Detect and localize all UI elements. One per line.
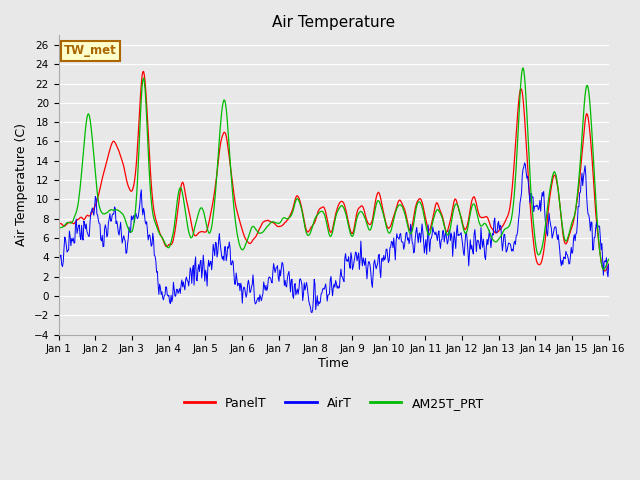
AM25T_PRT	[122, 217, 129, 223]
X-axis label: Time: Time	[318, 357, 349, 370]
AirT	[177, 282, 185, 288]
PanelT	[55, 221, 63, 227]
Y-axis label: Air Temperature (C): Air Temperature (C)	[15, 123, 28, 246]
AM25T_PRT	[206, 229, 214, 235]
Line: AirT: AirT	[59, 163, 609, 312]
AM25T_PRT	[600, 267, 607, 273]
AM25T_PRT	[401, 210, 408, 216]
Title: Air Temperature: Air Temperature	[272, 15, 396, 30]
AirT	[401, 237, 409, 242]
AirT	[65, 247, 72, 253]
PanelT	[417, 197, 425, 203]
PanelT	[140, 69, 147, 74]
AM25T_PRT	[417, 200, 424, 206]
AirT	[308, 310, 316, 315]
AM25T_PRT	[519, 65, 527, 71]
Line: PanelT: PanelT	[59, 72, 609, 271]
AM25T_PRT	[65, 220, 72, 226]
PanelT	[178, 180, 186, 186]
AM25T_PRT	[605, 256, 612, 262]
AirT	[122, 239, 129, 244]
PanelT	[401, 209, 409, 215]
PanelT	[65, 220, 72, 226]
PanelT	[601, 268, 609, 274]
AirT	[55, 257, 63, 263]
Text: TW_met: TW_met	[64, 44, 117, 57]
AirT	[417, 230, 425, 236]
AirT	[206, 260, 214, 266]
PanelT	[122, 170, 129, 176]
Line: AM25T_PRT: AM25T_PRT	[59, 68, 609, 270]
AM25T_PRT	[177, 185, 185, 191]
AM25T_PRT	[55, 226, 63, 231]
AirT	[521, 160, 529, 166]
AirT	[605, 262, 612, 267]
Legend: PanelT, AirT, AM25T_PRT: PanelT, AirT, AM25T_PRT	[179, 392, 489, 415]
PanelT	[207, 210, 215, 216]
PanelT	[605, 261, 612, 267]
